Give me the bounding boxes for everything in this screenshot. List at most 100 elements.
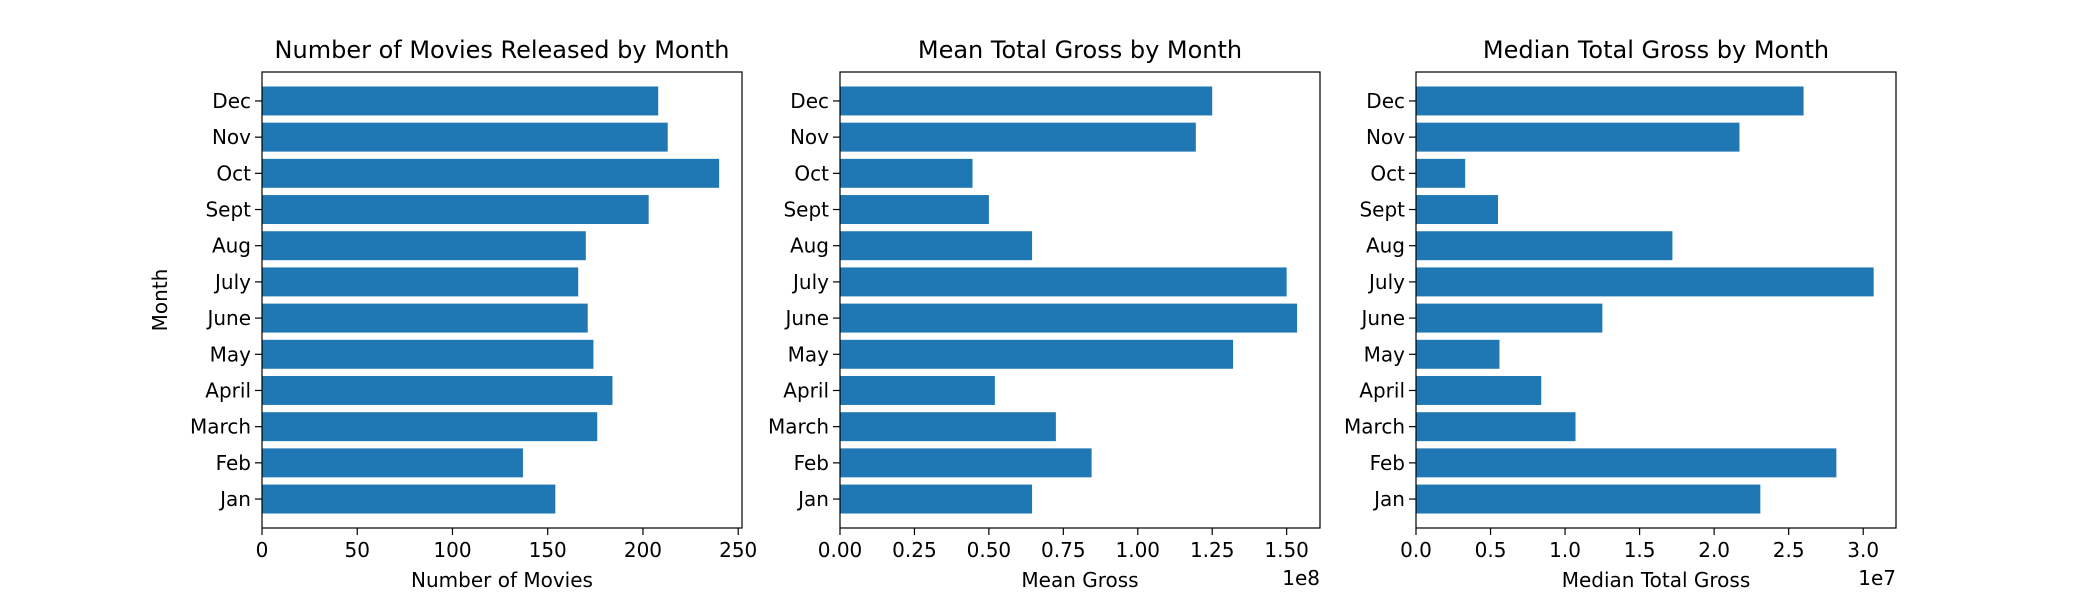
bar-jan (262, 484, 556, 514)
bar-nov (1416, 122, 1740, 152)
bar-dec (262, 86, 659, 116)
y-tick-label: March (190, 415, 251, 439)
y-tick-label: Feb (1370, 451, 1405, 475)
y-tick-label: July (791, 270, 829, 294)
bar-july (1416, 267, 1874, 297)
y-axis-label: Month (148, 269, 172, 332)
bar-jan (1416, 484, 1761, 514)
x-tick-label: 1.0 (1549, 538, 1581, 562)
x-tick-label: 0.5 (1475, 538, 1507, 562)
x-tick-label: 3.0 (1847, 538, 1879, 562)
y-tick-label: Sept (783, 198, 829, 222)
x-tick-label: 0.25 (892, 538, 937, 562)
y-tick-label: Dec (1366, 89, 1405, 113)
y-tick-label: April (205, 378, 251, 402)
chart-3: Jan Feb March April May June July Aug Sept Oct Nov… (1344, 36, 1897, 592)
bar-dec (1416, 86, 1804, 116)
x-tick-label: 100 (433, 538, 471, 562)
bar-march (262, 412, 598, 442)
x-offset-label: 1e8 (1282, 566, 1320, 590)
y-tick-label: Dec (212, 89, 251, 113)
x-tick-label: 2.0 (1698, 538, 1730, 562)
bar-july (262, 267, 579, 297)
y-tick-label: Sept (205, 198, 251, 222)
bar-feb (1416, 448, 1837, 478)
chart-title: Number of Movies Released by Month (275, 36, 730, 64)
bar-june (1416, 303, 1603, 333)
bar-july (840, 267, 1287, 297)
y-tick-label: Oct (794, 161, 829, 185)
x-tick-label: 1.5 (1624, 538, 1656, 562)
bar-march (840, 412, 1056, 442)
bar-oct (1416, 158, 1466, 188)
y-tick-label: Nov (790, 125, 829, 149)
bar-may (1416, 339, 1500, 369)
x-tick-label: 0 (256, 538, 269, 562)
x-tick-label: 1.50 (1264, 538, 1309, 562)
x-offset-label: 1e7 (1858, 566, 1896, 590)
bar-feb (840, 448, 1092, 478)
bar-march (1416, 412, 1576, 442)
bar-aug (1416, 231, 1673, 261)
bar-june (262, 303, 588, 333)
bar-april (1416, 376, 1542, 405)
y-tick-label: June (205, 306, 251, 330)
bar-sept (1416, 195, 1498, 224)
bar-oct (840, 158, 973, 188)
y-tick-label: Feb (794, 451, 829, 475)
y-tick-label: July (213, 270, 251, 294)
bar-april (262, 376, 613, 405)
bar-oct (262, 158, 720, 188)
bar-aug (262, 231, 586, 261)
chart-2: Jan Feb March April May June July Aug Sept Oct Nov… (768, 36, 1321, 592)
axes-frame (839, 71, 1321, 529)
x-tick-label: 1.25 (1190, 538, 1235, 562)
y-tick-label: Aug (212, 234, 251, 258)
y-tick-label: Jan (218, 487, 251, 511)
x-tick-label: 0.50 (967, 538, 1012, 562)
bar-sept (262, 195, 649, 224)
x-tick-label: 200 (624, 538, 662, 562)
y-tick-label: March (768, 415, 829, 439)
y-tick-label: Aug (1366, 234, 1405, 258)
x-tick-label: 0.0 (1400, 538, 1432, 562)
y-tick-label: June (1359, 306, 1405, 330)
bar-jan (840, 484, 1033, 514)
x-tick-label: 0.75 (1041, 538, 1086, 562)
y-tick-label: May (788, 342, 830, 366)
bar-april (840, 376, 995, 405)
x-tick-label: 150 (529, 538, 567, 562)
y-tick-label: March (1344, 415, 1405, 439)
bar-aug (840, 231, 1033, 261)
axes-frame (261, 71, 743, 529)
y-tick-label: Nov (212, 125, 251, 149)
chart-title: Median Total Gross by Month (1483, 36, 1829, 64)
axes-frame (1415, 71, 1897, 529)
bar-june (840, 303, 1298, 333)
x-tick-label: 0.00 (818, 538, 863, 562)
y-tick-label: Aug (790, 234, 829, 258)
y-tick-label: Nov (1366, 125, 1405, 149)
bar-feb (262, 448, 523, 478)
x-axis-label: Median Total Gross (1562, 568, 1751, 592)
y-tick-label: Oct (216, 161, 251, 185)
y-tick-label: June (783, 306, 829, 330)
y-tick-label: July (1367, 270, 1405, 294)
chart-title: Mean Total Gross by Month (918, 36, 1242, 64)
x-tick-label: 50 (345, 538, 370, 562)
y-tick-label: Dec (790, 89, 829, 113)
y-tick-label: April (1359, 378, 1405, 402)
y-tick-label: May (210, 342, 252, 366)
x-axis-label: Number of Movies (411, 568, 593, 592)
y-tick-label: Sept (1359, 198, 1405, 222)
y-tick-label: Jan (796, 487, 829, 511)
y-tick-label: April (783, 378, 829, 402)
y-tick-label: Oct (1370, 161, 1405, 185)
y-tick-label: May (1364, 342, 1406, 366)
bar-may (262, 339, 594, 369)
bar-dec (840, 86, 1213, 116)
bar-may (840, 339, 1234, 369)
x-tick-label: 250 (719, 538, 757, 562)
chart-1: Jan Feb March April May June July Aug Sept Oct Nov… (148, 36, 757, 592)
